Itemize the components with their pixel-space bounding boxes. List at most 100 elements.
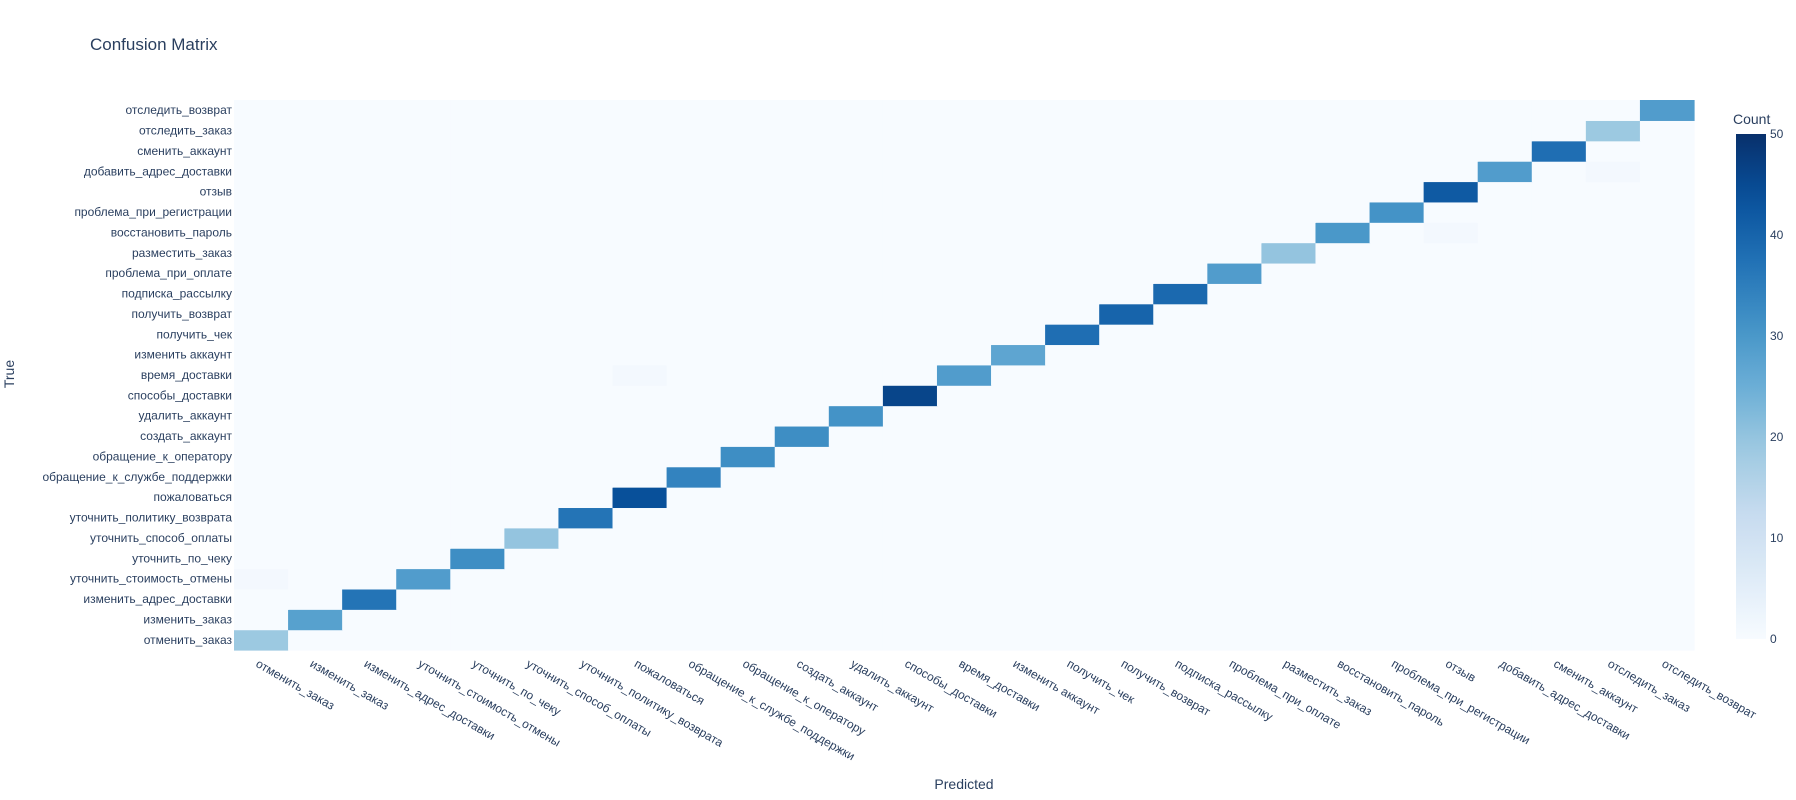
heatmap-cell xyxy=(1153,222,1208,244)
heatmap-cell xyxy=(1477,466,1533,488)
heatmap-cell xyxy=(1099,466,1154,488)
heatmap-cell xyxy=(504,242,560,264)
heatmap-cell xyxy=(612,405,668,427)
heatmap-cell xyxy=(1315,446,1371,468)
y-tick-label: отменить_заказ xyxy=(144,633,233,647)
heatmap-cell xyxy=(1477,405,1533,427)
heatmap-cell xyxy=(1315,344,1371,366)
heatmap-cell xyxy=(1369,161,1425,183)
heatmap-cell xyxy=(1531,609,1587,631)
heatmap-cell xyxy=(396,507,451,529)
heatmap-cell xyxy=(1531,527,1587,549)
heatmap-cell xyxy=(234,446,289,468)
heatmap-cell xyxy=(1585,262,1641,284)
heatmap-cell xyxy=(1369,507,1425,529)
heatmap-cell xyxy=(504,405,560,427)
heatmap-cell xyxy=(288,568,343,590)
heatmap-cell xyxy=(1207,120,1262,142)
heatmap-cell xyxy=(720,425,776,447)
heatmap-cell xyxy=(450,364,505,386)
heatmap-cell xyxy=(1639,487,1695,509)
heatmap-cell xyxy=(1531,201,1587,223)
heatmap-cell xyxy=(1531,181,1587,203)
heatmap-cell xyxy=(882,568,938,590)
x-axis-title: Predicted xyxy=(934,776,993,792)
heatmap-cell xyxy=(1369,527,1425,549)
heatmap-cell xyxy=(1315,324,1371,346)
heatmap-cell xyxy=(288,466,343,488)
heatmap-cell xyxy=(1585,527,1641,549)
heatmap-cell xyxy=(342,242,397,264)
heatmap-cell xyxy=(1423,262,1479,284)
y-axis-tick-labels: отменить_заказ изменить_заказ изменить_адр… xyxy=(42,103,232,647)
heatmap-cell xyxy=(342,181,397,203)
heatmap-cell xyxy=(1585,242,1641,264)
heatmap-cell xyxy=(936,405,992,427)
heatmap-cell xyxy=(504,120,560,142)
heatmap-cell xyxy=(450,100,505,121)
heatmap-cell xyxy=(342,568,397,590)
heatmap-cell xyxy=(828,609,884,631)
heatmap-cell xyxy=(991,344,1046,366)
heatmap-cell xyxy=(1585,140,1641,162)
heatmap-cell xyxy=(1585,588,1641,610)
heatmap-cell xyxy=(558,181,614,203)
heatmap-cell xyxy=(882,140,938,162)
heatmap-cell xyxy=(558,242,614,264)
heatmap-cell xyxy=(666,242,722,264)
heatmap-cell xyxy=(1369,283,1425,305)
heatmap-cell xyxy=(666,100,722,121)
heatmap-cell xyxy=(396,303,451,325)
heatmap-cell xyxy=(288,425,343,447)
heatmap-cell xyxy=(234,527,289,549)
heatmap-cell xyxy=(1423,364,1479,386)
heatmap-cell xyxy=(720,161,776,183)
heatmap-cell xyxy=(450,507,505,529)
heatmap-cell xyxy=(1423,527,1479,549)
heatmap-cell xyxy=(504,425,560,447)
heatmap-cell xyxy=(1099,385,1154,407)
heatmap-cell xyxy=(1099,527,1154,549)
heatmap-cell xyxy=(1315,609,1371,631)
heatmap-cell xyxy=(396,466,451,488)
y-tick-label: удалить_аккаунт xyxy=(138,409,232,423)
x-tick-label: отследить_возврат xyxy=(1659,656,1759,722)
colorbar-tick-labels: 0 10 20 30 40 50 xyxy=(1770,127,1784,646)
heatmap-cell xyxy=(1315,385,1371,407)
heatmap-cell xyxy=(991,527,1046,549)
heatmap-cell xyxy=(504,385,560,407)
heatmap-cell xyxy=(558,201,614,223)
heatmap-cell xyxy=(828,364,884,386)
heatmap-cell xyxy=(1045,629,1100,651)
heatmap-cell xyxy=(450,242,505,264)
heatmap-cell xyxy=(1639,548,1695,570)
heatmap-cell xyxy=(666,161,722,183)
heatmap-cell xyxy=(1099,364,1154,386)
heatmap-cell xyxy=(396,446,451,468)
heatmap-cell xyxy=(450,588,505,610)
heatmap-cell xyxy=(558,425,614,447)
heatmap-cell xyxy=(1153,446,1208,468)
heatmap-cell xyxy=(1045,425,1100,447)
heatmap-cell xyxy=(666,140,722,162)
heatmap-cell xyxy=(1477,181,1533,203)
heatmap-cell xyxy=(1207,364,1262,386)
heatmap-cell xyxy=(828,262,884,284)
heatmap-cell xyxy=(1099,548,1154,570)
heatmap-cell xyxy=(882,303,938,325)
heatmap-cell xyxy=(612,548,668,570)
colorbar-tick-label: 40 xyxy=(1770,228,1784,242)
heatmap-cell xyxy=(342,161,397,183)
heatmap-cell xyxy=(774,487,830,509)
heatmap-cell xyxy=(1531,588,1587,610)
heatmap-cell xyxy=(1585,425,1641,447)
heatmap-cell xyxy=(828,303,884,325)
heatmap-cell xyxy=(1369,262,1425,284)
heatmap-cell xyxy=(774,201,830,223)
heatmap-cell xyxy=(1585,283,1641,305)
heatmap-cell xyxy=(1207,568,1262,590)
heatmap-cell xyxy=(1639,344,1695,366)
heatmap-cell xyxy=(612,283,668,305)
heatmap-cell xyxy=(342,201,397,223)
heatmap-cell xyxy=(774,222,830,244)
